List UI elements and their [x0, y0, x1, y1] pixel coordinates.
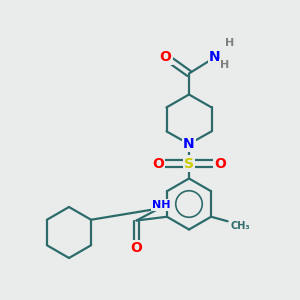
Text: S: S [184, 157, 194, 170]
Text: N: N [209, 50, 220, 64]
Text: NH: NH [152, 200, 171, 210]
Text: O: O [130, 241, 142, 255]
Text: H: H [220, 60, 229, 70]
Text: H: H [225, 38, 234, 48]
Text: O: O [152, 157, 164, 170]
Text: O: O [214, 157, 226, 170]
Text: CH₃: CH₃ [231, 221, 250, 231]
Text: O: O [160, 50, 172, 64]
Text: N: N [183, 137, 195, 151]
